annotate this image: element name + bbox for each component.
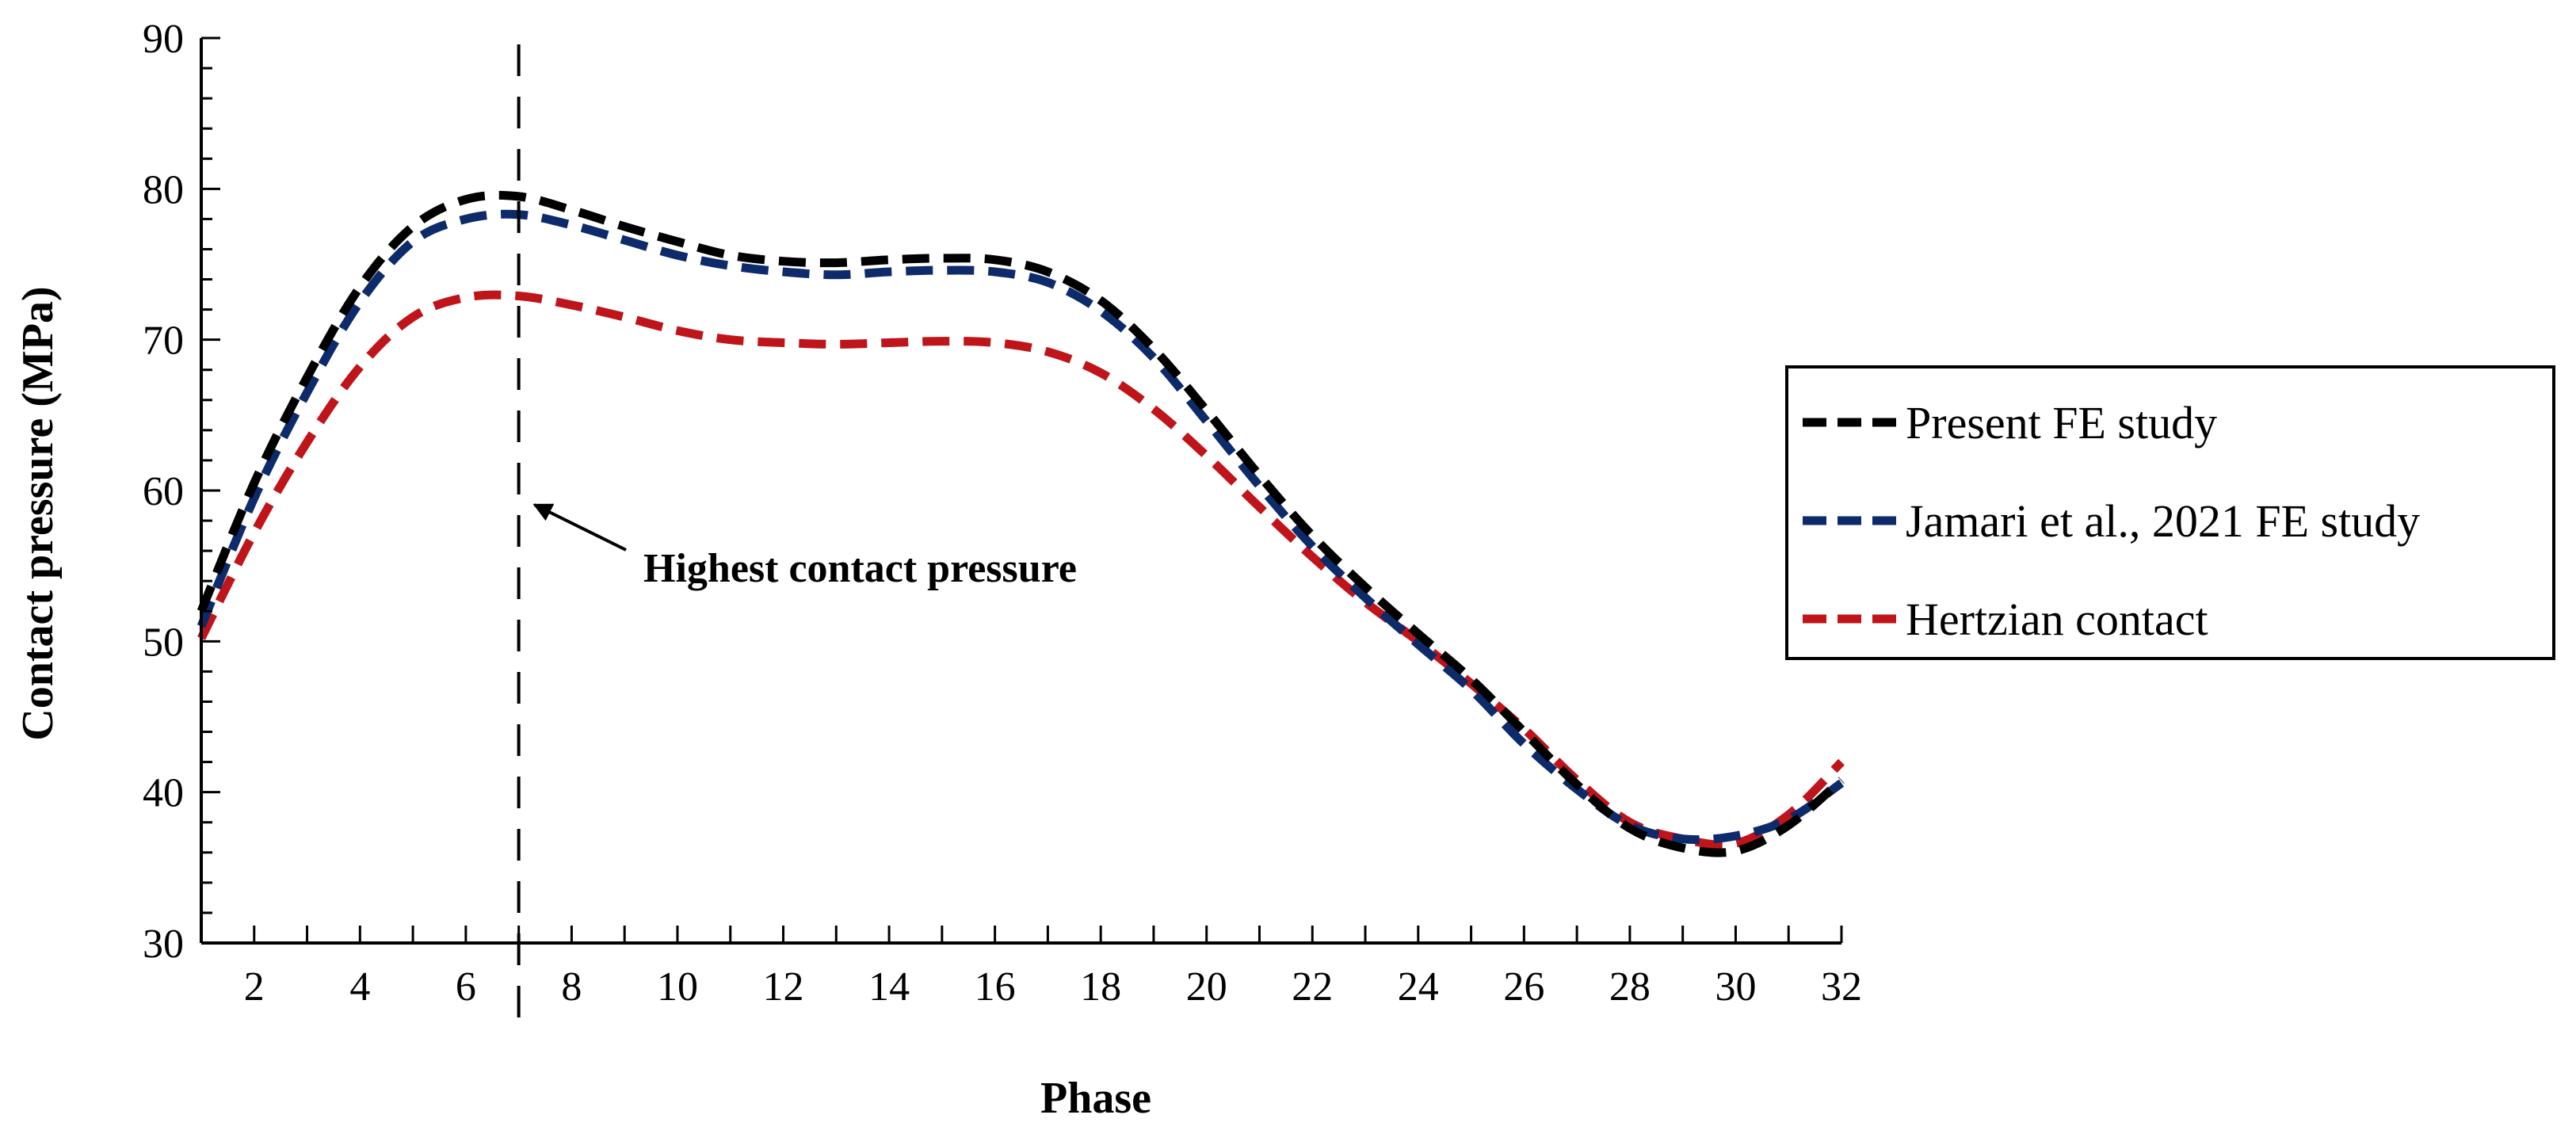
x-tick-label: 16 [975, 964, 1016, 1010]
x-tick-label: 26 [1503, 964, 1544, 1010]
x-tick-label: 28 [1609, 964, 1651, 1010]
series-line-0 [197, 190, 1845, 857]
annotation-layer: Highest contact pressure [517, 44, 1077, 1034]
y-tick-label: 50 [143, 620, 184, 665]
y-tick-label: 70 [143, 319, 184, 364]
x-tick-label: 8 [561, 964, 582, 1010]
y-tick-label: 60 [143, 469, 184, 514]
legend-label-1: Jamari et al., 2021 FE study [1906, 495, 2420, 547]
legend: Present FE study Jamari et al., 2021 FE s… [1785, 365, 2555, 660]
x-tick-label: 20 [1186, 964, 1227, 1010]
legend-label-0: Present FE study [1906, 397, 2217, 449]
y-tick-label: 30 [143, 922, 184, 967]
legend-box [1785, 365, 2555, 660]
x-tick-label: 30 [1715, 964, 1756, 1010]
x-axis-title: Phase [1040, 1074, 1151, 1123]
x-tick-label: 22 [1292, 964, 1333, 1010]
x-tick-label: 32 [1821, 964, 1862, 1010]
legend-label-2: Hertzian contact [1906, 594, 2208, 645]
series-line-1 [197, 209, 1845, 845]
x-tick-label: 10 [657, 964, 698, 1010]
annotation-text: Highest contact pressure [643, 546, 1077, 591]
x-tick-label: 12 [763, 964, 804, 1010]
series-layer [197, 190, 1845, 857]
x-tick-label: 14 [868, 964, 910, 1010]
x-tick-label: 4 [349, 964, 370, 1010]
y-tick-label: 40 [143, 771, 184, 816]
x-tick-label: 24 [1398, 964, 1439, 1010]
legend-items: Present FE study Jamari et al., 2021 FE s… [1803, 397, 2420, 645]
x-tick-label: 18 [1080, 964, 1121, 1010]
annotation-arrow [532, 503, 627, 552]
x-tick-label: 6 [456, 964, 476, 1010]
x-tick-label: 2 [244, 964, 265, 1010]
y-tick-label: 90 [143, 17, 184, 62]
y-axis-title: Contact pressure (MPa) [13, 286, 63, 740]
y-tick-label: 80 [143, 167, 184, 212]
